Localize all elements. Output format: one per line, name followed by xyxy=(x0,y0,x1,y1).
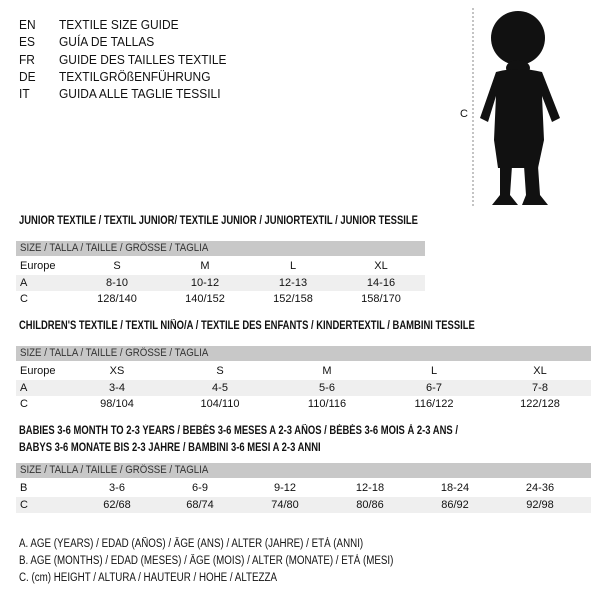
table-cell: 4-5 xyxy=(212,381,228,394)
language-title: GUIDE DES TAILLES TEXTILE xyxy=(59,51,227,67)
table-cell: 128/140 xyxy=(97,293,137,305)
row-label: A xyxy=(20,276,28,289)
table-cell: 3-6 xyxy=(109,482,125,494)
table-row: Europe S M L XL xyxy=(16,258,425,274)
table-cell: 80/86 xyxy=(356,498,384,511)
table-cell: L xyxy=(289,260,297,272)
table-row: C 62/68 68/74 74/80 80/86 86/92 92/98 xyxy=(16,496,591,513)
table-cell: 12-13 xyxy=(278,276,308,289)
table-row: B 3-6 6-9 9-12 12-18 18-24 24-36 xyxy=(16,480,591,496)
table-cell: 12-18 xyxy=(355,482,385,494)
table-cell: 10-12 xyxy=(190,276,220,289)
size-header: SIZE / TALLA / TAILLE / GRÖSSE / TAGLIA xyxy=(16,346,591,361)
table-cell: 116/122 xyxy=(414,398,454,410)
table-cell: 8-10 xyxy=(105,276,129,289)
table-cell: 86/92 xyxy=(441,498,469,511)
language-title: TEXTILE SIZE GUIDE xyxy=(59,17,179,32)
legend-a: A. AGE (YEARS) / EDAD (AÑOS) / ÂGE (ANS)… xyxy=(19,538,364,550)
language-title: GUIDA ALLE TAGLIE TESSILI xyxy=(59,86,221,102)
table-row: C 98/104 104/110 110/116 116/122 122/128 xyxy=(16,396,591,412)
row-label: Europe xyxy=(20,260,56,272)
table-cell: 104/110 xyxy=(200,398,240,410)
table-cell: 5-6 xyxy=(319,381,335,394)
table-cell: 140/152 xyxy=(185,293,225,305)
table-cell: 92/98 xyxy=(526,498,554,511)
row-label: B xyxy=(20,482,28,494)
table-row: Europe XS S M L XL xyxy=(16,363,591,379)
table-cell: L xyxy=(430,365,438,377)
babies-title-line1: BABIES 3-6 MONTH TO 2-3 YEARS / BEBÉS 3-… xyxy=(19,425,458,437)
table-cell: 98/104 xyxy=(100,398,134,410)
table-cell: 68/74 xyxy=(186,498,214,511)
legend-b: B. AGE (MONTHS) / EDAD (MESES) / ÂGE (MO… xyxy=(19,555,394,567)
table-cell: 24-36 xyxy=(525,482,555,494)
table-cell: 6-7 xyxy=(426,381,442,394)
height-label: C xyxy=(460,108,468,120)
size-header: SIZE / TALLA / TAILLE / GRÖSSE / TAGLIA xyxy=(16,463,591,478)
table-cell: 122/128 xyxy=(520,398,560,410)
row-label: C xyxy=(20,498,28,511)
row-label: C xyxy=(20,398,28,410)
table-cell: 110/116 xyxy=(307,398,347,410)
table-cell: 14-16 xyxy=(366,276,396,289)
babies-title-line2: BABYS 3-6 MONATE BIS 2-3 JAHRE / BAMBINI… xyxy=(19,442,321,454)
table-cell: XS xyxy=(109,365,125,377)
language-code: DE xyxy=(19,68,36,84)
table-cell: 74/80 xyxy=(271,498,299,511)
table-cell: 158/170 xyxy=(361,293,401,305)
table-row: A 3-4 4-5 5-6 6-7 7-8 xyxy=(16,379,591,396)
row-label: C xyxy=(20,293,28,305)
legend-c: C. (cm) HEIGHT / ALTURA / HAUTEUR / HÖHE… xyxy=(19,572,277,584)
language-code: IT xyxy=(19,86,30,102)
child-silhouette-icon xyxy=(472,8,560,208)
row-label: A xyxy=(20,381,28,394)
table-cell: M xyxy=(322,365,332,377)
language-title: TEXTILGRÖßENFÜHRUNG xyxy=(59,68,211,84)
table-cell: M xyxy=(200,260,210,272)
table-row: C 128/140 140/152 152/158 158/170 xyxy=(16,291,425,307)
language-code: EN xyxy=(19,17,36,32)
table-cell: 7-8 xyxy=(532,381,548,394)
children-title: CHILDREN'S TEXTILE / TEXTIL NIÑO/A / TEX… xyxy=(19,320,475,332)
size-header: SIZE / TALLA / TAILLE / GRÖSSE / TAGLIA xyxy=(16,241,425,256)
language-title: GUÍA DE TALLAS xyxy=(59,34,155,50)
table-cell: 3-4 xyxy=(109,381,125,394)
table-cell: S xyxy=(113,260,121,272)
junior-title: JUNIOR TEXTILE / TEXTIL JUNIOR/ TEXTILE … xyxy=(19,215,418,227)
table-row: A 8-10 10-12 12-13 14-16 xyxy=(16,274,425,291)
language-code: ES xyxy=(19,34,35,50)
table-cell: 9-12 xyxy=(273,482,297,494)
table-cell: 18-24 xyxy=(440,482,470,494)
row-label: Europe xyxy=(20,365,56,377)
language-code: FR xyxy=(19,51,35,67)
table-cell: 62/68 xyxy=(103,498,131,511)
table-cell: S xyxy=(216,365,224,377)
table-cell: XL xyxy=(533,365,547,377)
table-cell: 152/158 xyxy=(273,293,313,305)
table-cell: 6-9 xyxy=(192,482,208,494)
table-cell: XL xyxy=(374,260,388,272)
